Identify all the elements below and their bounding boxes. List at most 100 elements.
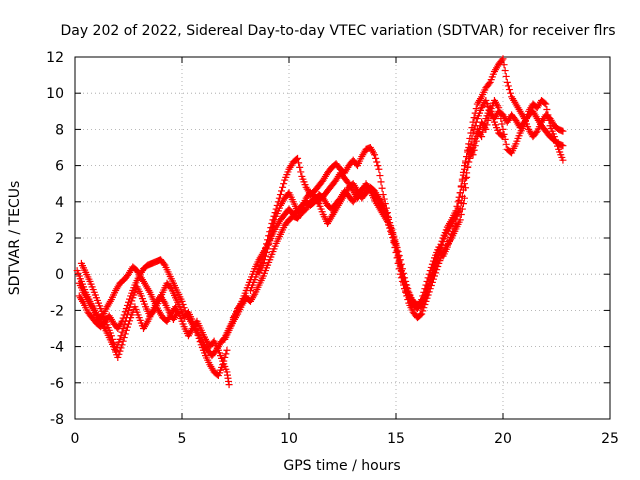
data-point [498, 120, 506, 128]
x-tick-label: 0 [71, 431, 80, 447]
x-tick-label: 10 [280, 431, 298, 447]
data-point [404, 287, 412, 295]
data-point [426, 277, 434, 285]
data-point [395, 258, 403, 266]
y-axis-label: SDTVAR / TECUs [7, 181, 23, 296]
data-point [471, 134, 479, 142]
data-point [462, 174, 470, 182]
data-point [295, 159, 303, 167]
data-point [499, 125, 507, 133]
data-point [489, 115, 497, 123]
data-point [371, 151, 379, 159]
data-point [425, 281, 433, 289]
data-point [267, 231, 275, 239]
data-point [123, 323, 131, 331]
data-point [553, 139, 560, 147]
x-tick-label: 5 [178, 431, 187, 447]
data-point [116, 347, 124, 355]
data-point [115, 350, 123, 358]
data-point [387, 227, 395, 235]
data-point [458, 175, 466, 183]
data-point [259, 259, 267, 267]
data-point [435, 252, 443, 260]
data-point [195, 334, 203, 342]
y-tick-label: 4 [55, 195, 64, 211]
data-point [117, 344, 125, 352]
data-point [444, 240, 452, 248]
data-point [373, 158, 381, 166]
data-point [429, 257, 437, 265]
data-point [271, 216, 279, 224]
data-point [292, 155, 300, 163]
data-point [544, 111, 552, 119]
data-point [551, 136, 559, 144]
data-point [467, 129, 475, 137]
data-point [428, 260, 436, 268]
data-point [429, 268, 437, 276]
data-point [554, 142, 562, 150]
data-point [422, 292, 430, 300]
data-point [225, 381, 233, 389]
data-point [394, 253, 402, 261]
data-point [123, 310, 131, 318]
data-point [481, 119, 489, 127]
data-point [378, 184, 386, 192]
data-point [401, 277, 409, 285]
data-point [425, 270, 433, 278]
data-point [391, 240, 399, 248]
data-point [438, 241, 446, 249]
data-point [436, 248, 444, 256]
data-point [482, 96, 490, 104]
y-tick-label: -4 [50, 340, 64, 356]
data-point [385, 221, 393, 229]
data-point [120, 334, 128, 342]
data-point [418, 310, 426, 318]
data-point [264, 245, 272, 253]
data-point [471, 109, 479, 117]
data-point [280, 180, 288, 188]
data-point [443, 243, 451, 251]
y-tick-label: 10 [46, 86, 64, 102]
data-point [524, 110, 532, 118]
data-point [398, 270, 406, 278]
data-point [403, 284, 411, 292]
data-point [541, 99, 549, 107]
data-point [417, 311, 425, 319]
data-point [166, 283, 174, 291]
series-track-5 [229, 96, 567, 322]
data-point [375, 165, 383, 173]
data-point [261, 252, 269, 260]
data-point [469, 144, 477, 151]
data-point [122, 326, 130, 334]
data-point [383, 218, 391, 226]
data-point [446, 237, 453, 245]
data-point [499, 133, 507, 141]
data-point [472, 105, 480, 113]
data-point [459, 186, 467, 194]
data-point [426, 267, 434, 275]
data-point [520, 120, 528, 128]
data-point [483, 100, 491, 108]
data-point [542, 100, 550, 108]
data-point [456, 216, 464, 224]
data-point [389, 234, 397, 242]
data-point [498, 132, 506, 140]
data-point [294, 154, 302, 162]
data-point [521, 117, 529, 125]
data-point [460, 180, 468, 188]
data-point [550, 133, 558, 141]
data-point [266, 236, 274, 244]
y-tick-label: -8 [50, 412, 64, 428]
data-point [470, 114, 478, 122]
data-point [390, 237, 398, 245]
data-point [377, 178, 385, 186]
axis-ticks: 0 5 10 15 20 25 -8 -6 -4 -2 0 2 4 6 8 10 12 [46, 50, 619, 447]
data-point [501, 67, 509, 75]
series-track-2 [77, 259, 231, 380]
y-tick-label: 8 [55, 122, 64, 138]
data-point [532, 129, 540, 137]
data-point [559, 127, 567, 135]
data-point [454, 198, 462, 206]
data-point [427, 274, 435, 282]
data-point [447, 234, 455, 242]
